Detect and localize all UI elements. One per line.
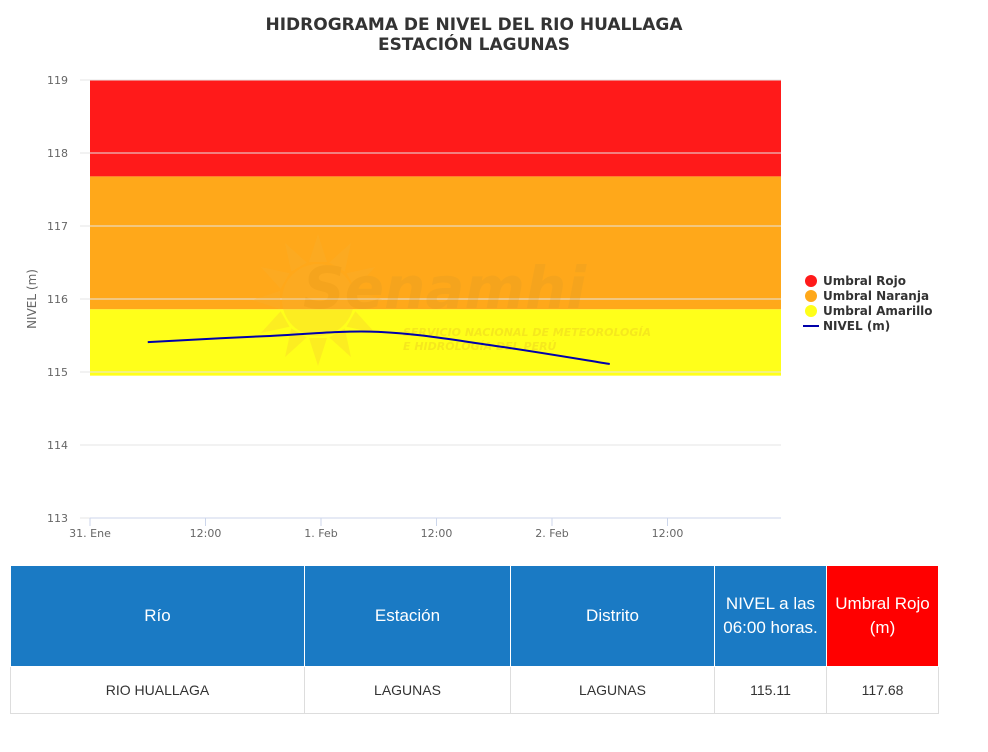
y-tick-label: 115	[47, 366, 68, 379]
senamhi-watermark-logo: Senamhi SERVICIO NACIONAL DE METEOROLOGÍ…	[252, 234, 651, 366]
header-distrito: Distrito	[510, 565, 715, 667]
hydrograph-chart: HIDROGRAMA DE NIVEL DEL RIO HUALLAGA EST…	[25, 15, 933, 540]
series-layer	[147, 330, 610, 365]
y-axis-ticks: 113 114 115 116 117 118 119	[47, 74, 68, 525]
cell-nivel: 115.11	[714, 666, 827, 714]
cell-estacion: LAGUNAS	[304, 666, 511, 714]
table-row: RIO HUALLAGA LAGUNAS LAGUNAS 115.11 117.…	[10, 666, 939, 714]
legend-item[interactable]: Umbral Amarillo	[805, 304, 933, 318]
x-tick-label: 1. Feb	[304, 527, 337, 540]
sun-ray	[346, 311, 376, 333]
table-header-row: Río Estación Distrito NIVEL a las 06:00 …	[10, 565, 939, 667]
header-estacion: Estación	[304, 565, 511, 667]
sun-ray	[309, 338, 327, 366]
x-axis-ticks: 31. Ene 12:00 1. Feb 12:00 2. Feb 12:00	[69, 518, 683, 540]
legend-label: Umbral Naranja	[823, 289, 929, 303]
y-tick-label: 114	[47, 439, 68, 452]
band-umbral-amarillo	[90, 309, 781, 376]
legend-symbol	[805, 305, 817, 317]
x-tick-label: 12:00	[652, 527, 684, 540]
x-tick-label: 12:00	[421, 527, 453, 540]
chart-title: HIDROGRAMA DE NIVEL DEL RIO HUALLAGA	[266, 15, 684, 35]
chart-subtitle: ESTACIÓN LAGUNAS	[378, 33, 570, 55]
header-nivel: NIVEL a las 06:00 horas.	[714, 565, 827, 667]
sun-ray	[309, 234, 327, 262]
legend-label: Umbral Amarillo	[823, 304, 933, 318]
y-axis-title: NIVEL (m)	[25, 269, 39, 329]
watermark-line-1: SERVICIO NACIONAL DE METEOROLOGÍA	[403, 326, 651, 339]
legend-label: Umbral Rojo	[823, 274, 906, 288]
watermark-brand: Senamhi	[303, 254, 587, 322]
sun-ray	[285, 242, 307, 272]
sun-ray	[260, 267, 290, 289]
y-tick-label: 113	[47, 512, 68, 525]
sun-ray	[329, 328, 351, 358]
header-rio: Río	[10, 565, 305, 667]
y-tick-label: 119	[47, 74, 68, 87]
x-tick-label: 2. Feb	[535, 527, 568, 540]
sun-ray	[356, 291, 384, 309]
sun-ray	[346, 267, 376, 289]
header-umbral-rojo: Umbral Rojo (m)	[826, 565, 939, 667]
y-tick-label: 116	[47, 293, 68, 306]
band-umbral-rojo	[90, 80, 781, 177]
y-tick-label: 117	[47, 220, 68, 233]
cell-umbral-rojo: 117.68	[826, 666, 939, 714]
x-tick-label: 12:00	[190, 527, 222, 540]
station-info-table: Río Estación Distrito NIVEL a las 06:00 …	[10, 565, 939, 714]
legend-item[interactable]: NIVEL (m)	[803, 319, 890, 333]
legend-item[interactable]: Umbral Naranja	[805, 289, 929, 303]
y-tick-label: 118	[47, 147, 68, 160]
band-umbral-naranja	[90, 176, 781, 310]
cell-distrito: LAGUNAS	[510, 666, 715, 714]
legend-symbol	[805, 275, 817, 287]
sun-ray	[260, 311, 290, 333]
legend-label: NIVEL (m)	[823, 319, 890, 333]
x-tick-label: 31. Ene	[69, 527, 111, 540]
cell-rio: RIO HUALLAGA	[10, 666, 305, 714]
sun-ray	[252, 291, 280, 309]
sun-ray	[329, 242, 351, 272]
legend-symbol	[805, 290, 817, 302]
legend-item[interactable]: Umbral Rojo	[805, 274, 906, 288]
threshold-bands	[90, 80, 781, 376]
